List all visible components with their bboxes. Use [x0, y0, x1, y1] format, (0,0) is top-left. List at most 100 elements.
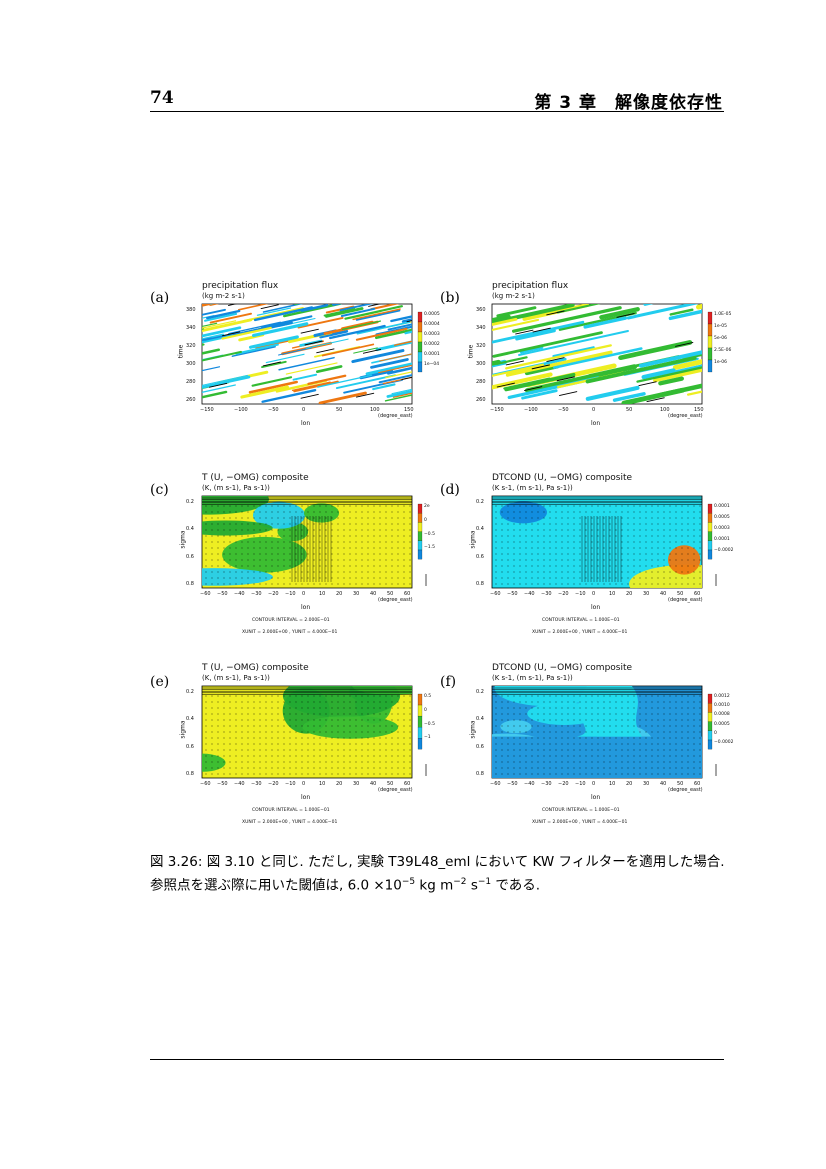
panel-label-b: (b)	[440, 290, 460, 306]
x-tick-label: 40	[370, 591, 377, 597]
x-tick-label: 20	[626, 781, 633, 787]
colorbar-label: 1e-06	[714, 360, 727, 365]
x-tick-label: −30	[251, 781, 262, 787]
panel-subtitle: (K s-1, (m s-1), Pa s-1))	[492, 674, 573, 682]
colorbar-swatch	[417, 693, 423, 706]
x-tick-label: 10	[609, 781, 616, 787]
x-tick-label: 60	[404, 781, 411, 787]
y-tick-label: 380	[186, 307, 196, 313]
y-tick-label: 0.6	[476, 553, 484, 560]
x-tick-label: 0	[302, 781, 306, 787]
x-tick-label: −40	[524, 781, 535, 787]
x-tick-label: −50	[558, 407, 569, 413]
colorbar-label: 0.0001	[714, 504, 730, 509]
x-tick-label: 100	[370, 407, 380, 413]
x-axis-label: lon	[301, 794, 311, 801]
panel-subtitle: (K, (m s-1), Pa s-1))	[202, 484, 270, 492]
y-tick-label: 0.2	[476, 499, 484, 505]
y-axis-label: time	[467, 344, 475, 359]
x-tick-label: 30	[643, 781, 650, 787]
colorbar-swatch	[417, 311, 423, 323]
y-tick-label: 340	[476, 325, 486, 331]
colorbar-swatch	[707, 359, 713, 373]
colorbar-swatch	[707, 335, 713, 349]
x-tick-label: 0	[302, 407, 306, 413]
caption-unit-kgm: kg m	[415, 877, 454, 894]
panel-title: precipitation flux	[202, 281, 279, 291]
x-axis-unit: (degree_east)	[668, 787, 703, 793]
x-tick-label: 10	[609, 591, 616, 597]
panel-svg-f	[491, 685, 717, 779]
x-axis-label: lon	[591, 794, 601, 801]
colorbar-label: 0.0001	[424, 352, 440, 357]
colorbar-swatch	[707, 513, 713, 523]
x-tick-label: −30	[251, 591, 262, 597]
colorbar-swatch	[707, 323, 713, 337]
colorbar-label: 0.0012	[714, 694, 730, 699]
colorbar-swatch	[417, 704, 423, 717]
x-tick-label: 30	[643, 591, 650, 597]
panel-label-e: (e)	[150, 674, 170, 690]
axis-units: XUNIT = 2.000E+00 , YUNIT = 4.000E−01	[532, 820, 628, 825]
colorbar-label: −0.5	[424, 531, 435, 537]
x-tick-label: 60	[694, 591, 701, 597]
x-tick-label: −150	[490, 407, 504, 413]
colorbar-label: 2e	[424, 504, 430, 509]
colorbar-swatch	[707, 531, 713, 541]
y-tick-label: 280	[186, 379, 196, 385]
x-tick-label: −50	[507, 591, 518, 597]
colorbar-label: 0.0005	[424, 312, 440, 317]
colorbar-label: −1	[424, 735, 431, 741]
y-tick-label: 320	[186, 343, 196, 349]
x-tick-label: −30	[541, 781, 552, 787]
x-tick-label: 10	[319, 781, 326, 787]
x-tick-label: 0	[592, 781, 596, 787]
colorbar-swatch	[417, 513, 423, 523]
x-tick-label: 150	[694, 407, 704, 413]
caption-suffix: である.	[491, 877, 541, 894]
x-tick-label: −100	[524, 407, 538, 413]
colorbar-label: 0	[424, 517, 427, 523]
colorbar-label: 0.0004	[424, 322, 440, 327]
header-rule	[150, 111, 724, 112]
colorbar-swatch	[417, 715, 423, 728]
colorbar-label: 0.0005	[714, 515, 730, 521]
y-tick-label: 360	[476, 307, 486, 313]
x-tick-label: −10	[575, 781, 586, 787]
y-tick-label: 0.8	[476, 771, 484, 777]
x-tick-label: −60	[490, 781, 501, 787]
colorbar-label: 0.0002	[424, 342, 440, 347]
colorbar-label: 0	[714, 730, 717, 736]
y-tick-label: 0.4	[186, 716, 194, 723]
panel-subtitle: (kg m-2 s-1)	[202, 292, 245, 300]
y-tick-label: 0.2	[476, 689, 484, 695]
panel-svg-c	[201, 495, 427, 589]
y-axis-label: sigma	[179, 720, 187, 739]
colorbar-label: −0.0002	[714, 548, 734, 554]
y-axis-label: sigma	[469, 720, 477, 739]
figure-panel-e: 0.5 0 −0.5 −1 T (U, −OMG) composite (K, (m s-…	[172, 663, 435, 844]
x-tick-label: 100	[660, 407, 670, 413]
caption-exp-2: −2	[453, 877, 467, 887]
x-tick-label: 30	[353, 591, 360, 597]
y-tick-label: 0.4	[476, 526, 484, 533]
colorbar-swatch	[707, 549, 713, 560]
x-tick-label: 50	[387, 591, 394, 597]
colorbar-swatch	[707, 503, 713, 514]
colorbar-swatch	[707, 540, 713, 551]
x-tick-label: −20	[268, 591, 279, 597]
y-tick-label: 260	[476, 397, 486, 403]
x-axis-label: lon	[301, 604, 311, 611]
figure-panel-c: 2e 0 −0.5 −1.5 T (U, −OMG) composite (K, (m s…	[172, 473, 435, 654]
colorbar-label: 0.0003	[714, 526, 730, 532]
panel-label-d: (d)	[440, 482, 460, 498]
colorbar-swatch	[417, 321, 423, 333]
y-tick-label: 280	[476, 379, 486, 385]
x-tick-label: −150	[200, 407, 214, 413]
panel-subtitle: (kg m-2 s-1)	[492, 292, 535, 300]
colorbar-swatch	[707, 693, 713, 704]
y-tick-label: 0.6	[476, 743, 484, 750]
x-tick-label: −60	[490, 591, 501, 597]
colorbar-label: 0.0005	[714, 721, 730, 727]
colorbar-swatch	[707, 739, 713, 750]
